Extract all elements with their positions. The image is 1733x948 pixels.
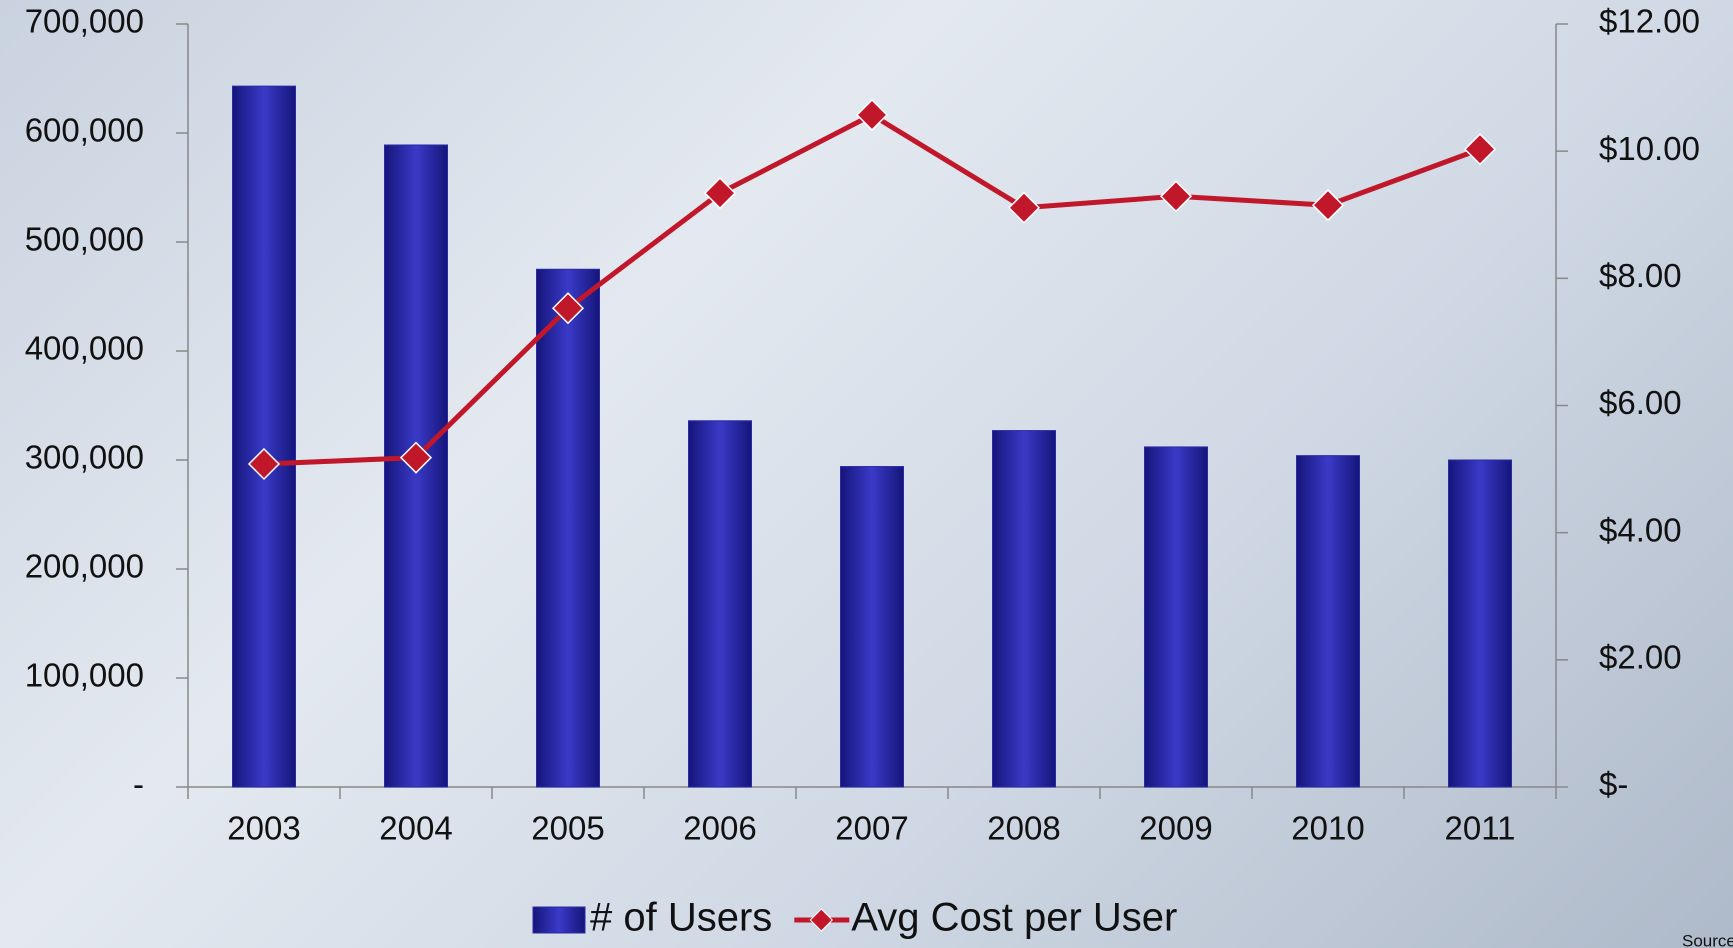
x-tick-label: 2004 — [379, 810, 452, 847]
bar — [536, 268, 600, 788]
y-tick-label: 100,000 — [25, 657, 144, 694]
legend-label: Avg Cost per User — [851, 896, 1177, 940]
marker — [703, 177, 737, 210]
y-tick-label: 600,000 — [25, 112, 144, 149]
bar — [1144, 446, 1208, 788]
y-tick-label: 500,000 — [25, 221, 144, 258]
bar — [232, 85, 296, 788]
legend-swatch — [532, 906, 586, 934]
bar — [992, 430, 1056, 788]
x-tick-label: 2009 — [1139, 810, 1212, 847]
marker — [247, 447, 281, 481]
bar — [688, 420, 752, 788]
y-tick-label: - — [133, 766, 144, 803]
legend-label: # of Users — [590, 896, 772, 940]
x-tick-label: 2006 — [683, 810, 756, 847]
x-tick-label: 2005 — [531, 810, 604, 847]
y-tick-label: 400,000 — [25, 330, 144, 367]
marker — [1159, 180, 1193, 213]
marker — [1007, 191, 1041, 224]
y-tick-label: 700,000 — [25, 3, 144, 40]
y2-tick-label: $4.00 — [1599, 511, 1682, 548]
y2-tick-label: $8.00 — [1599, 257, 1682, 294]
marker — [855, 98, 889, 131]
x-tick-label: 2007 — [835, 810, 908, 847]
x-tick-label: 2011 — [1445, 810, 1516, 847]
y2-tick-label: $2.00 — [1599, 639, 1682, 676]
y2-tick-label: $- — [1599, 766, 1628, 803]
marker — [1311, 189, 1345, 222]
bar — [1296, 455, 1360, 788]
x-tick-label: 2010 — [1291, 810, 1364, 847]
y2-tick-label: $10.00 — [1599, 130, 1700, 167]
y2-tick-label: $6.00 — [1599, 384, 1682, 421]
x-tick-label: 2008 — [987, 810, 1060, 847]
source-note: Source: City of San Diego — [1682, 931, 1733, 948]
y-tick-label: 300,000 — [25, 439, 144, 476]
x-tick-label: 2003 — [227, 810, 300, 847]
bar — [840, 466, 904, 788]
y2-tick-label: $12.00 — [1599, 3, 1700, 40]
marker — [551, 292, 585, 325]
marker — [399, 441, 433, 474]
legend-swatch — [809, 908, 834, 932]
marker — [1463, 133, 1497, 166]
y-tick-label: 200,000 — [25, 548, 144, 585]
bar — [1448, 459, 1512, 788]
